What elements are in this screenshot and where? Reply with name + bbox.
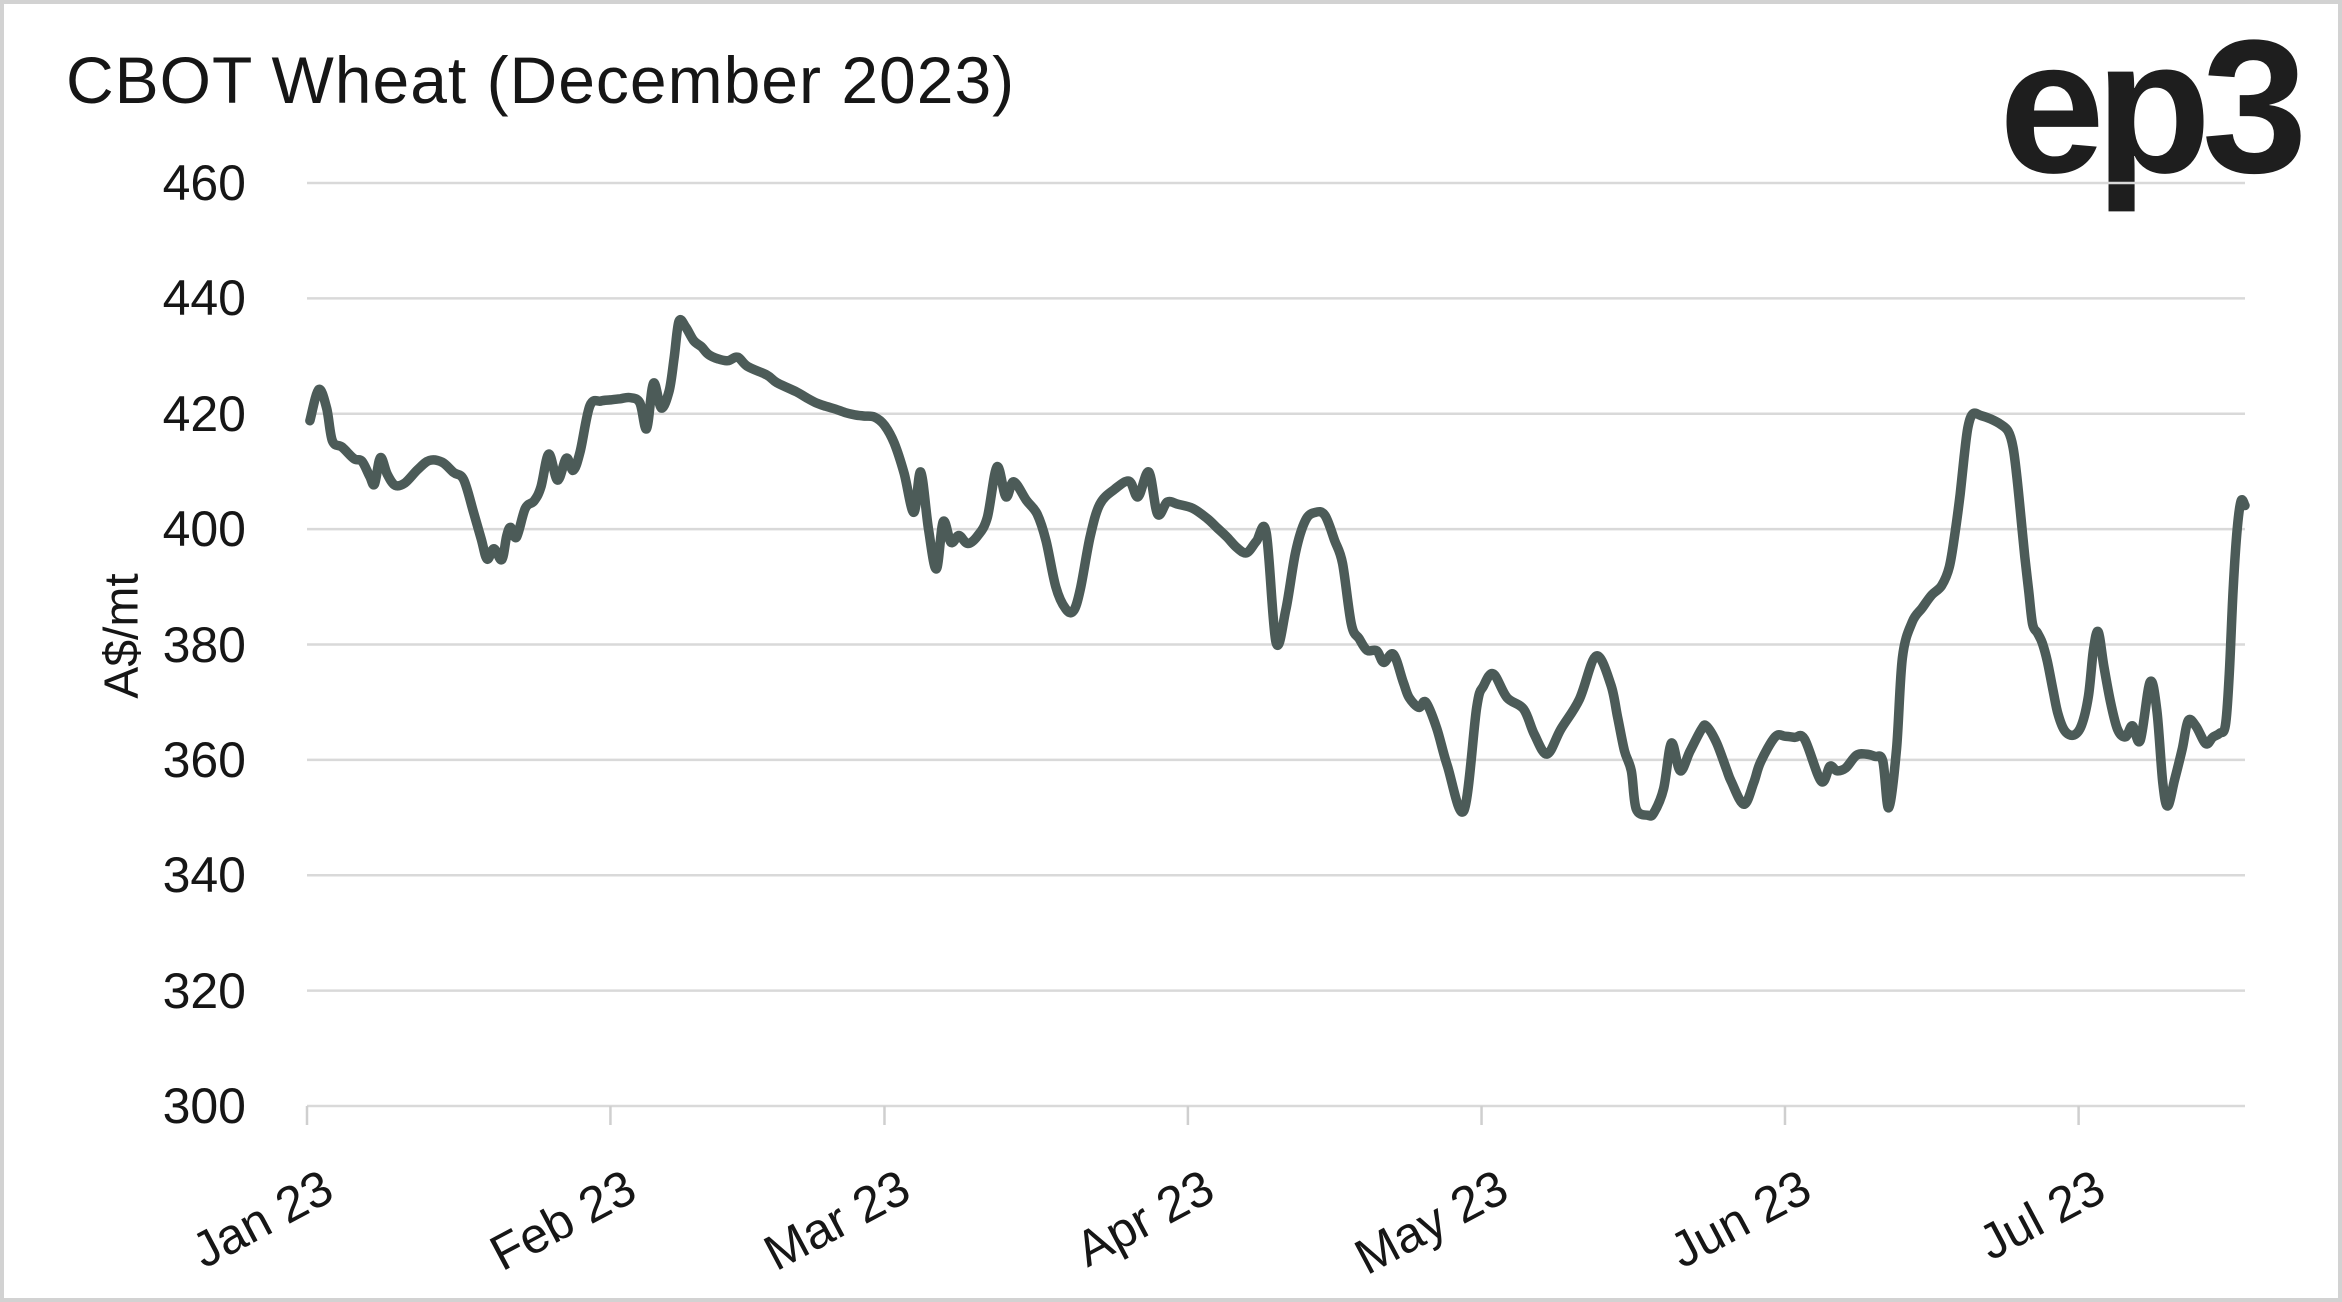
- y-tick-label-420: 420: [162, 385, 246, 442]
- y-tick-label-360: 360: [162, 731, 246, 788]
- y-tick-label-340: 340: [162, 847, 246, 904]
- price-line: [305, 314, 2250, 821]
- y-tick-label-400: 400: [162, 501, 246, 558]
- x-axis-tick-marks: [305, 1106, 2080, 1125]
- y-tick-label-300: 300: [162, 1078, 246, 1134]
- y-tick-label-320: 320: [162, 962, 246, 1019]
- plot-area: [305, 181, 2250, 1125]
- y-tick-label-440: 440: [162, 270, 246, 327]
- gridlines: [307, 181, 2245, 1108]
- y-tick-label-460: 460: [162, 155, 246, 211]
- y-tick-label-380: 380: [162, 616, 246, 673]
- chart-title: CBOT Wheat (December 2023): [66, 43, 1016, 117]
- ep3-logo: ep3: [1999, 1, 2307, 213]
